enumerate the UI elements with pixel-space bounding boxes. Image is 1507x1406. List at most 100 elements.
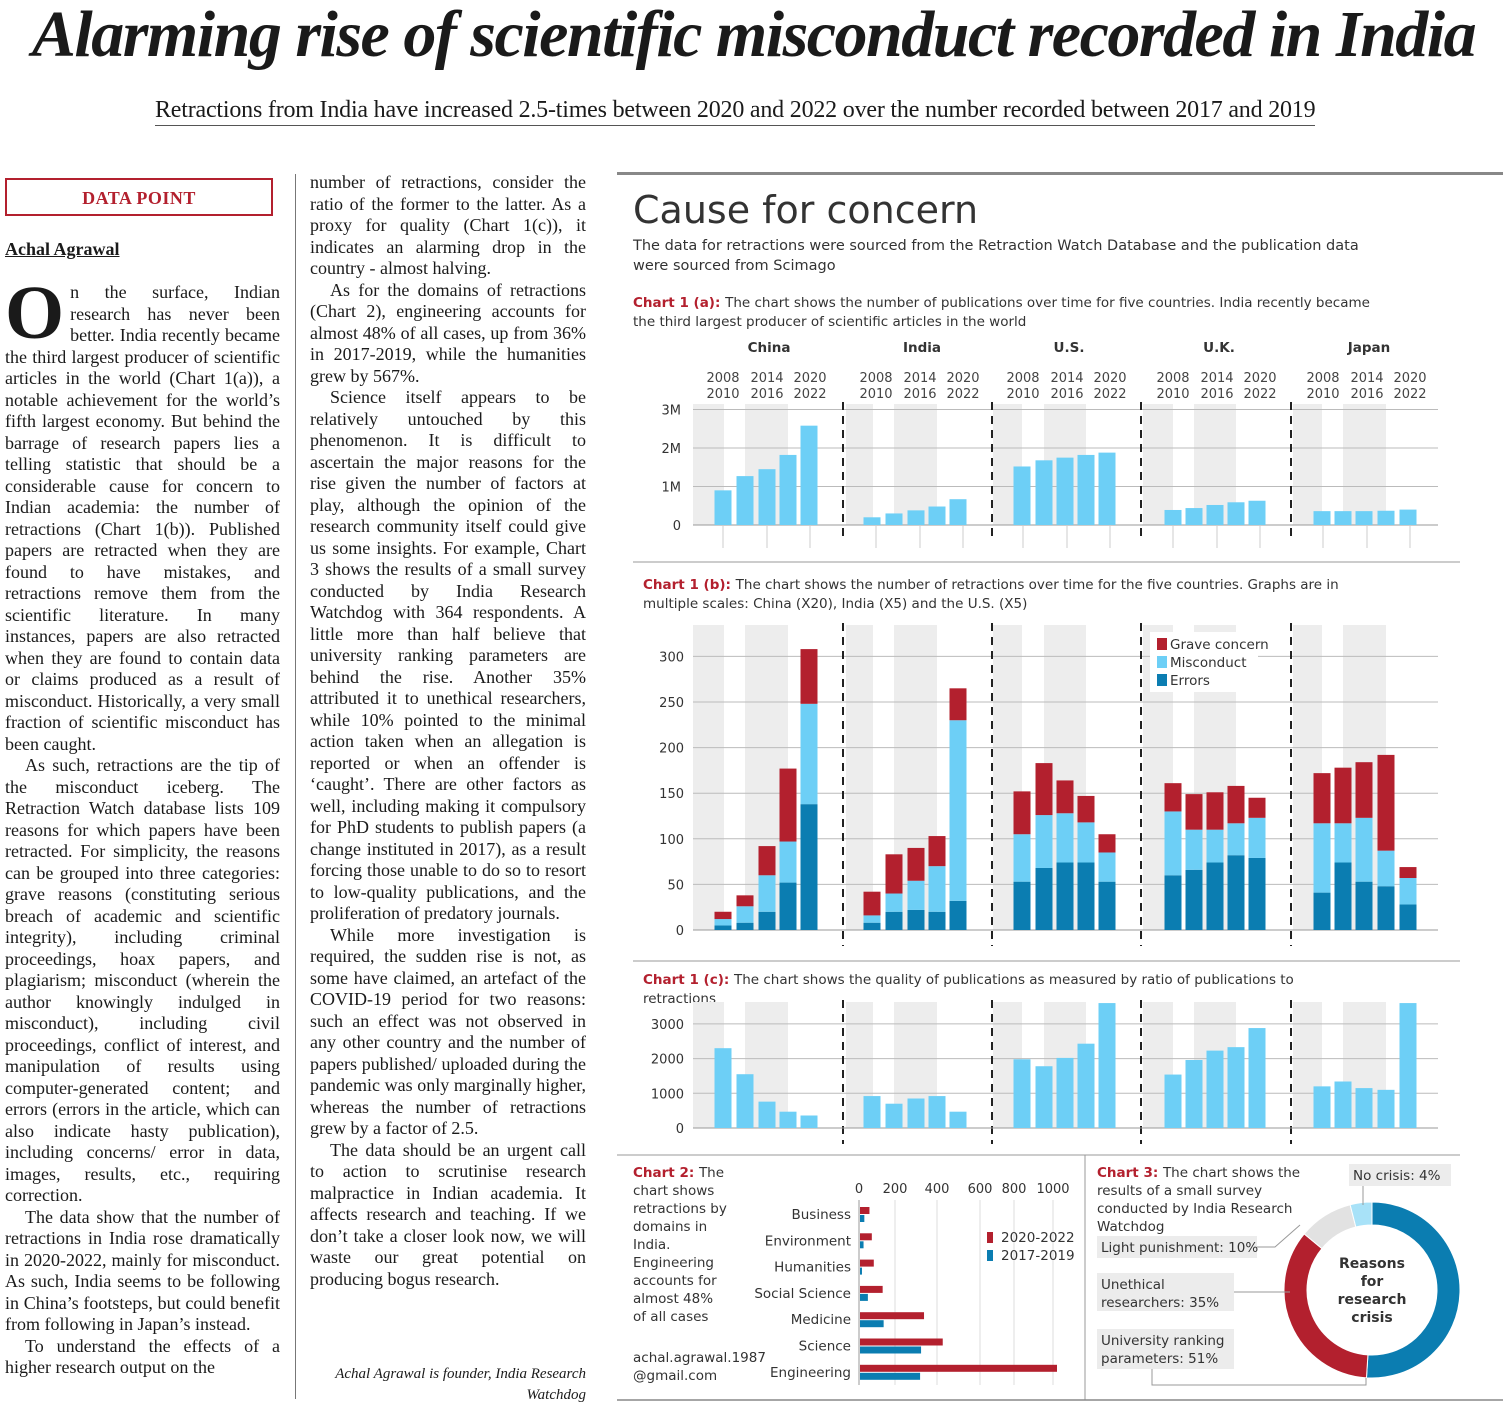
chart2-bar-2017-2019 bbox=[860, 1241, 864, 1249]
chart1c-bar bbox=[1185, 1059, 1203, 1128]
chart2-bar-2017-2019 bbox=[860, 1372, 921, 1380]
chart1b-bar-grave bbox=[863, 891, 881, 916]
chart1b-bar-errors bbox=[1377, 886, 1395, 930]
chart1b-bar-misconduct bbox=[1248, 817, 1266, 858]
chart1c-bar bbox=[1098, 1003, 1116, 1128]
legend-label: 2020-2022 bbox=[1001, 1230, 1075, 1246]
chart1b-bar-errors bbox=[1399, 904, 1417, 930]
chart1c-bar bbox=[1313, 1086, 1331, 1128]
graphic-top-rule bbox=[617, 172, 1503, 175]
chart1b-bar-grave bbox=[1334, 767, 1352, 824]
legend-bg bbox=[1150, 632, 1258, 692]
donut-callout-box bbox=[1097, 1329, 1234, 1369]
chart1b-caption: Chart 1 (b): The chart shows the number … bbox=[643, 577, 1339, 612]
legend-label: Errors bbox=[1170, 673, 1210, 689]
donut-callout-label: No crisis: 4% bbox=[1353, 1168, 1441, 1184]
chart2-bar-2020-2022 bbox=[860, 1259, 874, 1267]
period-label: 2022 bbox=[1093, 387, 1126, 402]
chart1a-bar bbox=[714, 490, 732, 525]
period-label: 2022 bbox=[1393, 387, 1426, 402]
panel-shading bbox=[693, 625, 724, 930]
chart1b-bar-errors bbox=[758, 911, 776, 930]
chart1b-bar-misconduct bbox=[1164, 811, 1182, 876]
period-label: 2010 bbox=[1156, 387, 1189, 402]
chart1b-bar-grave bbox=[907, 847, 925, 881]
chart1b-bar-errors bbox=[907, 909, 925, 930]
donut-callout-label: researchers: 35% bbox=[1101, 1295, 1219, 1311]
chart1b-bar-misconduct bbox=[1334, 823, 1352, 863]
chart1b-bar-errors bbox=[714, 925, 732, 930]
chart1b-bar-grave bbox=[1377, 754, 1395, 851]
y-tick-label: 0 bbox=[676, 1122, 684, 1137]
chart1a-bar bbox=[949, 499, 967, 525]
chart1a-bar bbox=[928, 506, 946, 525]
y-tick-label: 0 bbox=[673, 519, 681, 534]
author-email: achal.agrawal.1987 @gmail.com bbox=[633, 1350, 766, 1384]
chart1b-bar-misconduct bbox=[1377, 850, 1395, 887]
legend-swatch bbox=[987, 1232, 993, 1243]
chart2-bar-2020-2022 bbox=[860, 1207, 870, 1214]
chart1b-bar-errors bbox=[1077, 862, 1095, 930]
category-label: Business bbox=[791, 1207, 851, 1223]
period-label: 2016 bbox=[750, 387, 783, 402]
period-label: 2022 bbox=[946, 387, 979, 402]
chart2-bar-2017-2019 bbox=[860, 1293, 868, 1301]
chart1b-bar-misconduct bbox=[928, 866, 946, 912]
chart1c-bar bbox=[907, 1098, 925, 1128]
chart1a-bar bbox=[1185, 508, 1203, 525]
chart1a-bar bbox=[907, 510, 925, 525]
chart1b-bar-grave bbox=[1248, 797, 1266, 818]
chart1c-bar bbox=[1248, 1028, 1266, 1128]
chart1a-bar bbox=[1334, 511, 1352, 525]
chart2-caption: Chart 2: The chart shows retractions by dom… bbox=[633, 1165, 727, 1325]
chart1a-bar bbox=[1077, 454, 1095, 525]
y-tick-label: 0 bbox=[676, 924, 684, 939]
x-tick-label: 800 bbox=[1002, 1182, 1027, 1197]
chart1b-bar-errors bbox=[1013, 881, 1031, 930]
donut-callout-box bbox=[1097, 1273, 1234, 1311]
chart1c-bar bbox=[758, 1101, 776, 1128]
chart1b-bar-misconduct bbox=[736, 906, 754, 923]
chart1b-bar-grave bbox=[1077, 795, 1095, 823]
infographic: Cause for concern The data for retraction… bbox=[617, 172, 1503, 1402]
legend-swatch bbox=[1157, 674, 1167, 686]
chart1b-bar-grave bbox=[1013, 791, 1031, 835]
chart1c-bar bbox=[1206, 1050, 1224, 1128]
chart1a-bar bbox=[1056, 457, 1074, 525]
legend-swatch bbox=[1157, 638, 1167, 650]
category-label: Engineering bbox=[770, 1365, 851, 1381]
x-tick-label: 0 bbox=[855, 1182, 863, 1197]
y-tick-label: 2000 bbox=[651, 1053, 684, 1068]
chart1b-bar-misconduct bbox=[1098, 852, 1116, 882]
chart1b-bar-grave bbox=[928, 836, 946, 867]
article-paragraph: The data show that the number of retract… bbox=[5, 1206, 280, 1335]
y-tick-label: 50 bbox=[667, 878, 684, 893]
chart1b-bar-errors bbox=[1035, 867, 1053, 930]
chart2-bar-2020-2022 bbox=[860, 1312, 925, 1320]
chart1a-bar bbox=[758, 469, 776, 525]
y-tick-label: 1000 bbox=[651, 1087, 684, 1102]
chart1b-bar-errors bbox=[1334, 862, 1352, 930]
period-label: 2010 bbox=[1306, 387, 1339, 402]
panel-shading bbox=[846, 625, 873, 930]
chart1b-bar-errors bbox=[800, 804, 818, 930]
chart1b-bar-misconduct bbox=[714, 919, 732, 926]
chart1a-bar bbox=[1227, 502, 1245, 525]
chart1b-bar-grave bbox=[714, 911, 732, 920]
chart1b-bar-grave bbox=[1164, 783, 1182, 812]
panel-shading bbox=[1143, 404, 1173, 525]
chart1c-bar bbox=[928, 1096, 946, 1128]
chart1a-bar bbox=[1248, 500, 1266, 525]
chart1c-bar bbox=[1355, 1088, 1373, 1128]
chart1c-bar bbox=[714, 1048, 732, 1128]
y-tick-label: 3M bbox=[662, 404, 682, 419]
x-tick-label: 1000 bbox=[1036, 1182, 1069, 1197]
article-paragraph: To understand the effects of a higher re… bbox=[5, 1335, 280, 1378]
subheadline: Retractions from India have increased 2.… bbox=[155, 96, 1316, 126]
period-label: 2020 bbox=[1093, 371, 1126, 386]
chart1c-bar bbox=[779, 1111, 797, 1128]
chart2-bar-2020-2022 bbox=[860, 1285, 883, 1293]
country-label: China bbox=[748, 340, 791, 356]
y-tick-label: 2M bbox=[662, 442, 682, 457]
chart1c-bar bbox=[1377, 1089, 1395, 1128]
